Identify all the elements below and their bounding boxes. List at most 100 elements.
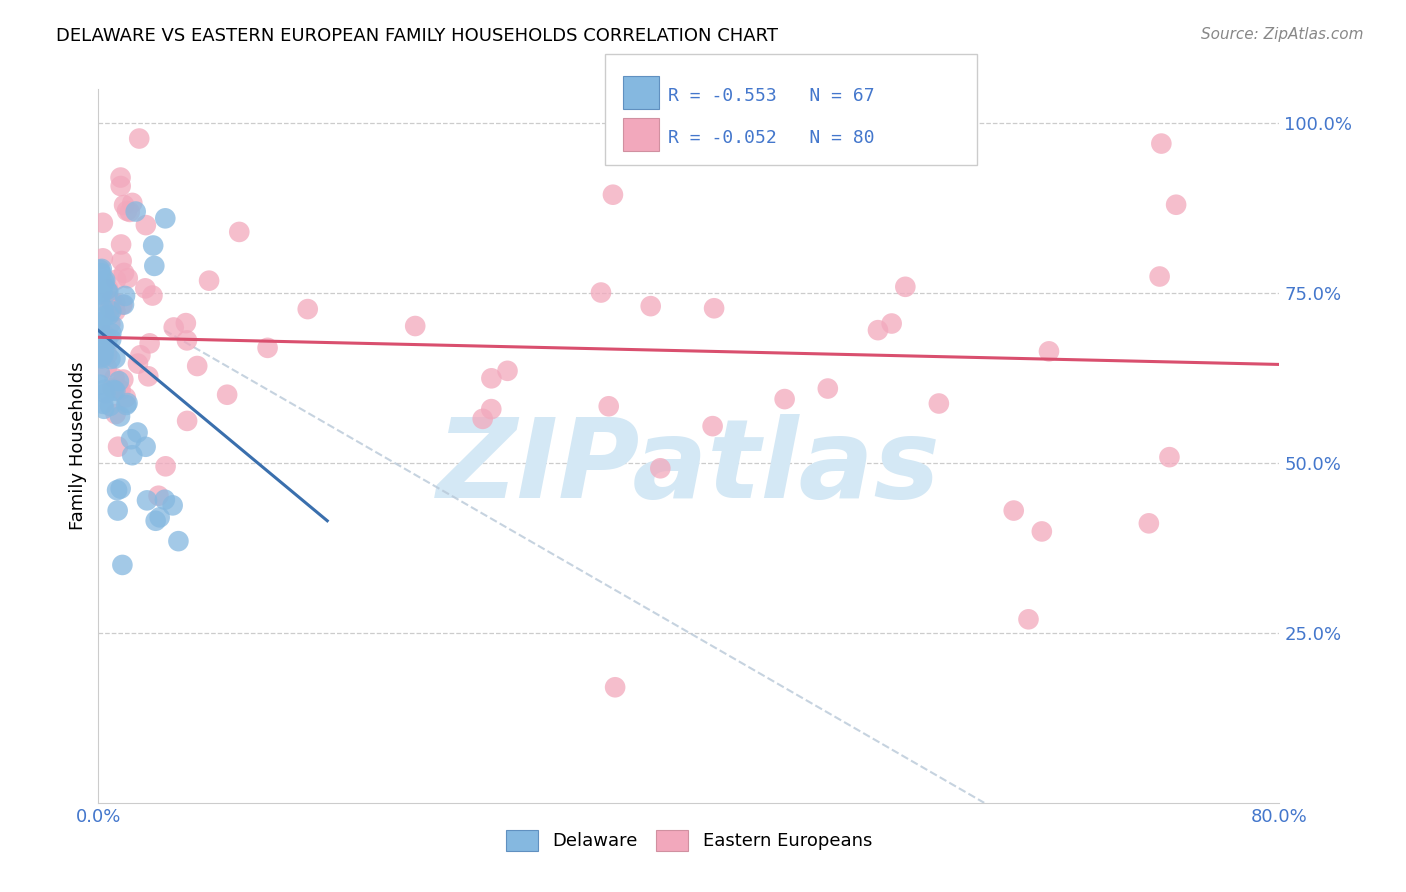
- Point: [141, 288, 163, 302]
- Point: [94, 386, 117, 401]
- Point: [186, 359, 208, 373]
- Point: [142, 238, 165, 252]
- Text: Source: ZipAtlas.com: Source: ZipAtlas.com: [1201, 27, 1364, 42]
- Point: [640, 299, 662, 313]
- Point: [98, 301, 121, 316]
- Point: [703, 301, 725, 316]
- Point: [894, 280, 917, 294]
- Point: [167, 534, 190, 549]
- Point: [103, 319, 125, 334]
- Point: [96, 348, 118, 362]
- Point: [91, 252, 114, 266]
- Point: [1031, 524, 1053, 539]
- Point: [107, 503, 129, 517]
- Point: [117, 271, 139, 285]
- Point: [91, 346, 114, 360]
- Point: [89, 262, 111, 277]
- Point: [143, 259, 166, 273]
- Point: [127, 425, 149, 440]
- Point: [148, 489, 170, 503]
- Point: [135, 218, 157, 232]
- Point: [111, 298, 134, 312]
- Point: [1159, 450, 1181, 465]
- Point: [89, 346, 111, 360]
- Point: [1166, 198, 1188, 212]
- Point: [108, 409, 131, 424]
- Text: DELAWARE VS EASTERN EUROPEAN FAMILY HOUSEHOLDS CORRELATION CHART: DELAWARE VS EASTERN EUROPEAN FAMILY HOUS…: [56, 27, 779, 45]
- Point: [93, 337, 115, 351]
- Point: [104, 351, 127, 366]
- Point: [136, 369, 159, 384]
- Point: [650, 461, 672, 475]
- Legend: Delaware, Eastern Europeans: Delaware, Eastern Europeans: [498, 822, 880, 858]
- Point: [404, 318, 426, 333]
- Point: [91, 340, 114, 354]
- Point: [136, 493, 159, 508]
- Point: [103, 383, 125, 397]
- Point: [100, 304, 122, 318]
- Point: [928, 396, 950, 410]
- Text: ZIPatlas: ZIPatlas: [437, 414, 941, 521]
- Point: [110, 237, 132, 252]
- Point: [155, 459, 177, 474]
- Point: [120, 432, 142, 446]
- Point: [110, 170, 132, 185]
- Point: [89, 318, 111, 333]
- Point: [110, 482, 132, 496]
- Point: [155, 211, 177, 226]
- Point: [103, 371, 125, 385]
- Point: [110, 179, 132, 194]
- Point: [115, 203, 138, 218]
- Point: [94, 309, 117, 323]
- Point: [134, 281, 156, 295]
- Point: [104, 296, 127, 310]
- Point: [481, 371, 503, 385]
- Point: [176, 334, 198, 348]
- Point: [108, 374, 131, 388]
- Point: [866, 323, 889, 337]
- Point: [773, 392, 796, 406]
- Text: R = -0.052   N = 80: R = -0.052 N = 80: [668, 129, 875, 147]
- Point: [163, 320, 186, 334]
- Point: [89, 315, 111, 329]
- Point: [479, 402, 502, 417]
- Point: [127, 357, 149, 371]
- Point: [118, 205, 141, 219]
- Point: [138, 336, 160, 351]
- Point: [104, 407, 127, 421]
- Point: [93, 401, 115, 416]
- Point: [91, 344, 114, 359]
- Point: [89, 293, 111, 308]
- Point: [121, 448, 143, 462]
- Point: [145, 514, 167, 528]
- Point: [112, 297, 135, 311]
- Point: [114, 289, 136, 303]
- Point: [97, 282, 120, 296]
- Point: [602, 187, 624, 202]
- Point: [471, 412, 494, 426]
- Point: [93, 348, 115, 362]
- Point: [89, 377, 111, 392]
- Point: [93, 383, 115, 397]
- Point: [98, 351, 121, 366]
- Point: [256, 341, 278, 355]
- Point: [110, 383, 132, 397]
- Point: [149, 510, 172, 524]
- Point: [91, 397, 114, 411]
- Point: [105, 273, 128, 287]
- Point: [121, 195, 143, 210]
- Point: [112, 198, 135, 212]
- Point: [297, 302, 319, 317]
- Point: [162, 499, 184, 513]
- Point: [100, 332, 122, 346]
- Point: [598, 399, 620, 413]
- Point: [496, 364, 519, 378]
- Point: [96, 283, 118, 297]
- Point: [93, 274, 115, 288]
- Point: [125, 204, 148, 219]
- Point: [117, 396, 139, 410]
- Point: [90, 351, 112, 366]
- Point: [198, 274, 221, 288]
- Point: [115, 398, 138, 412]
- Point: [89, 367, 111, 381]
